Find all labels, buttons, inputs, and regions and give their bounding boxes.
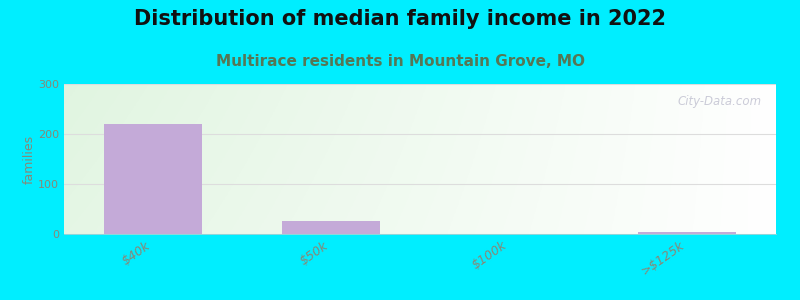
Text: Multirace residents in Mountain Grove, MO: Multirace residents in Mountain Grove, M…	[215, 54, 585, 69]
Text: City-Data.com: City-Data.com	[678, 94, 762, 107]
Bar	[282, 220, 380, 234]
Bar	[638, 232, 736, 234]
Bar	[104, 124, 202, 234]
Text: Distribution of median family income in 2022: Distribution of median family income in …	[134, 9, 666, 29]
Y-axis label: families: families	[22, 134, 35, 184]
